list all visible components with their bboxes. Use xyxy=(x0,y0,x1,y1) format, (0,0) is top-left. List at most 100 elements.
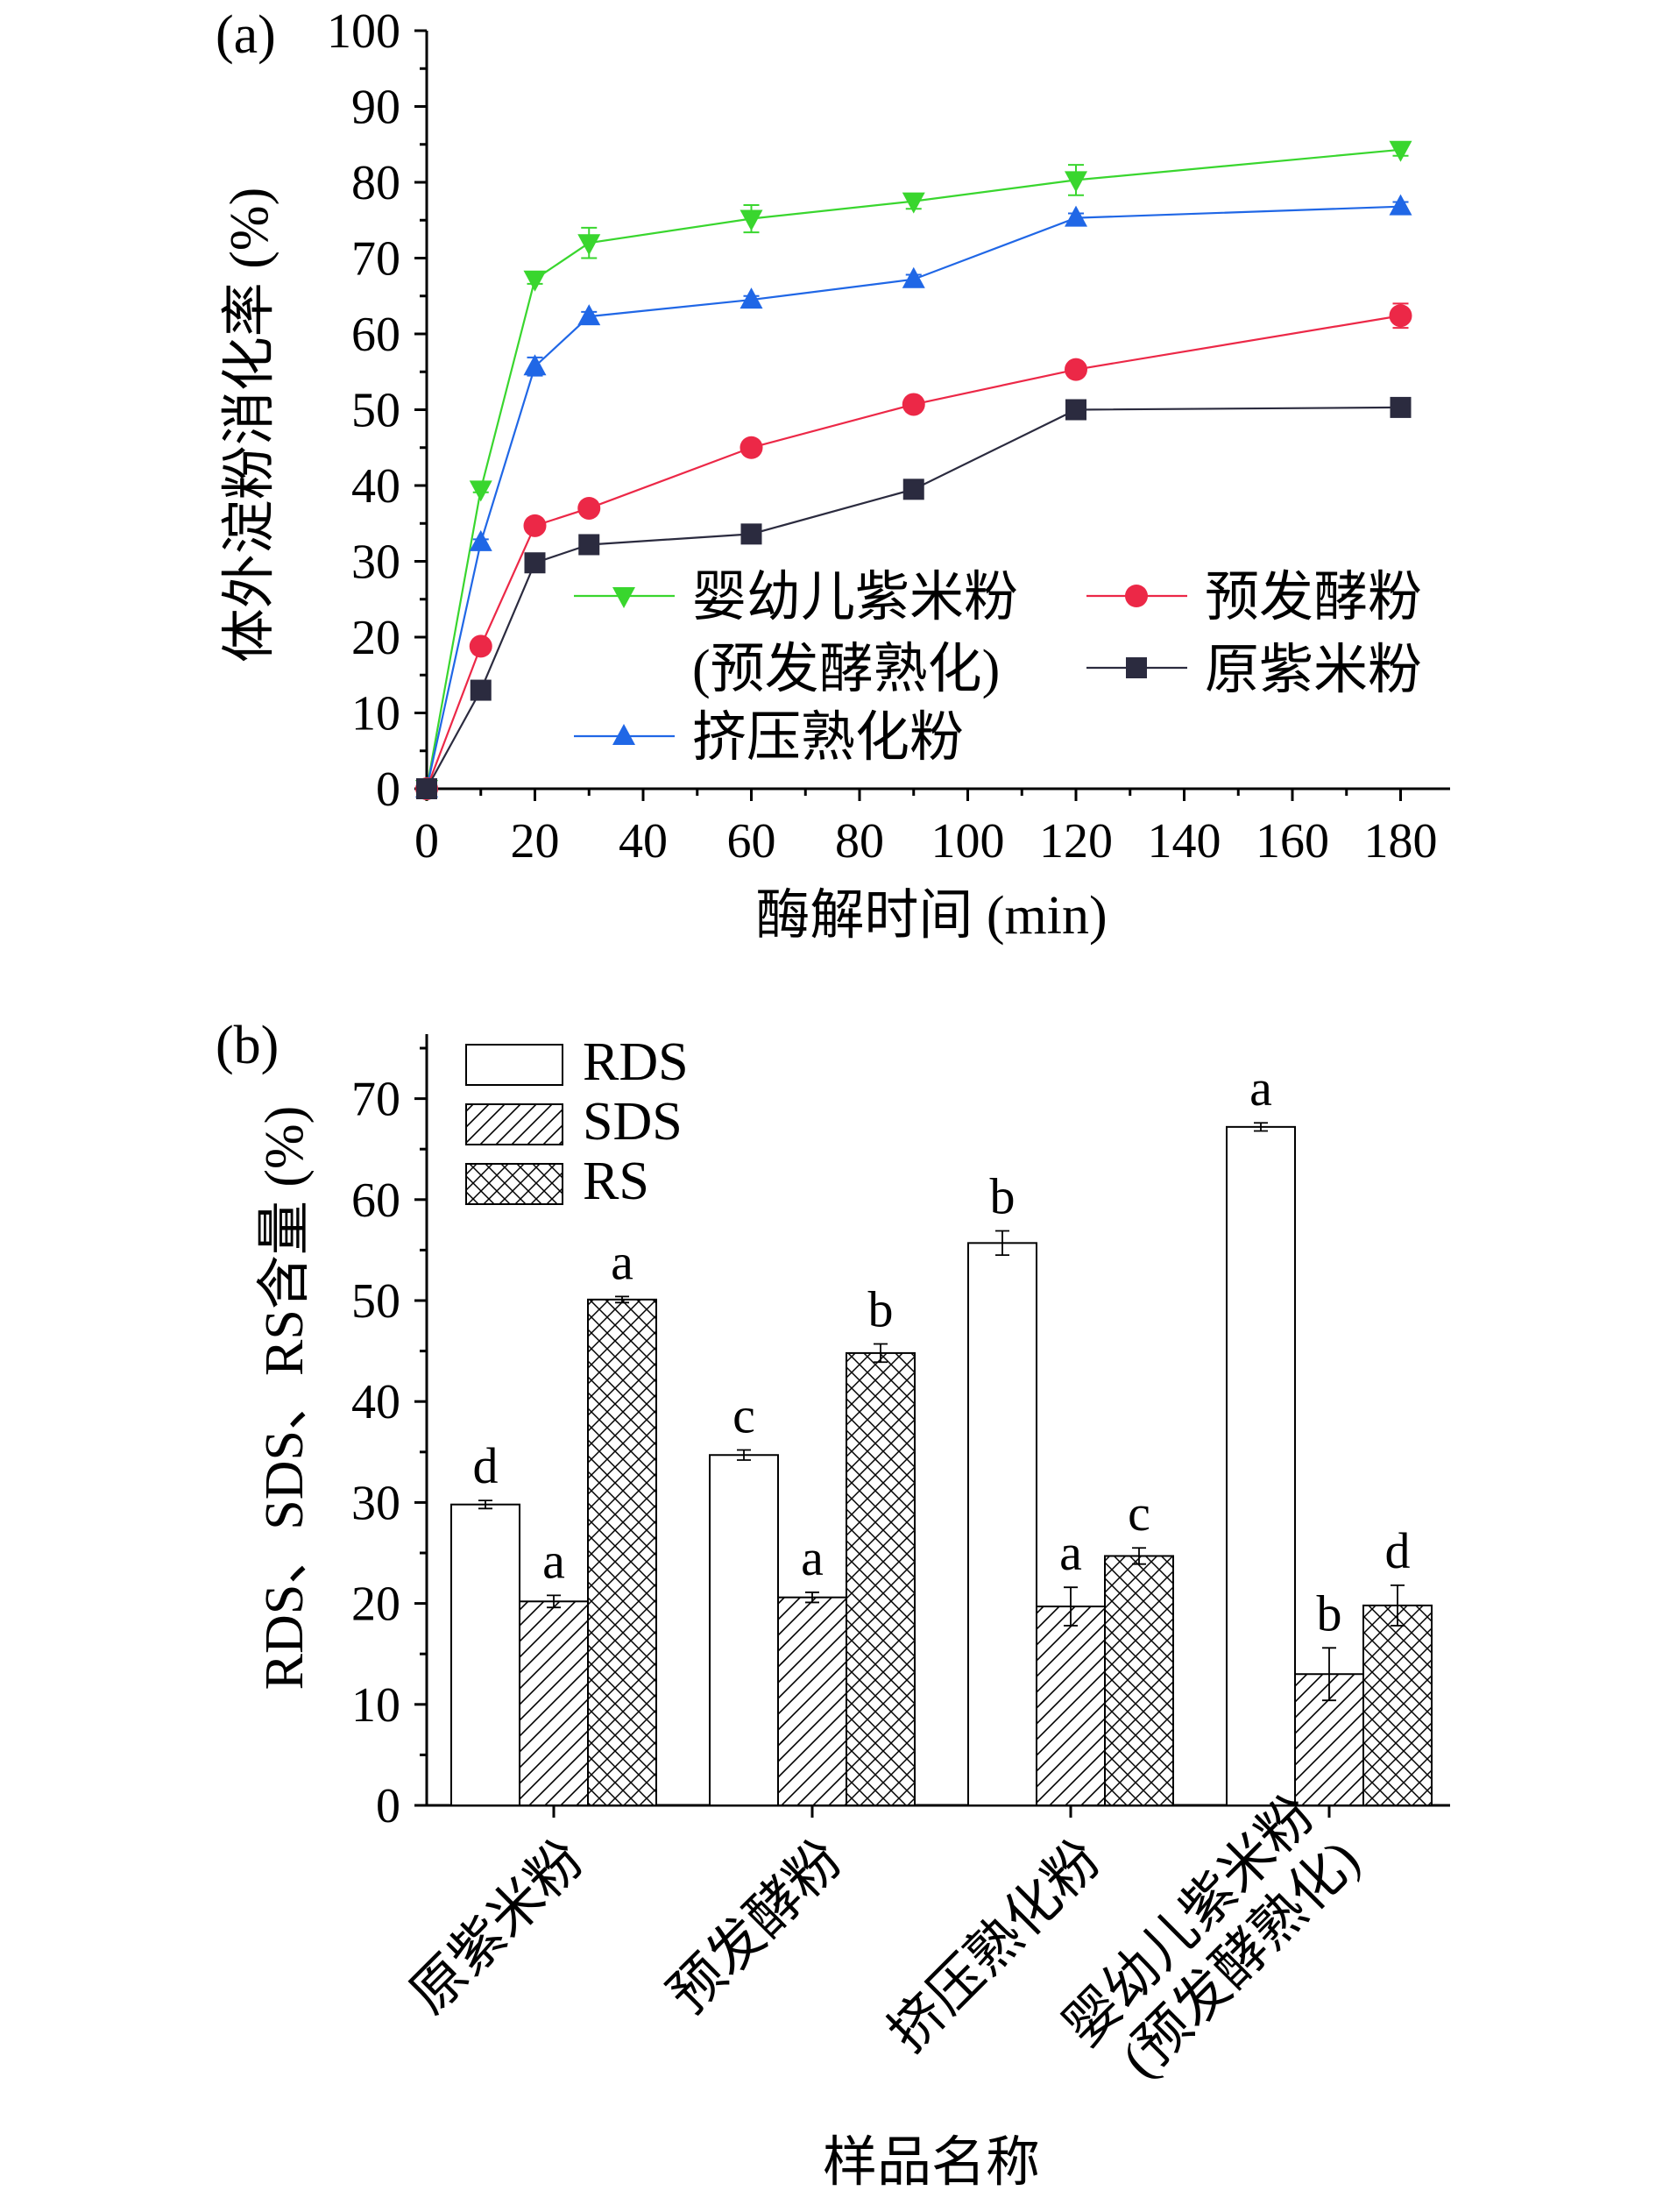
legend-entry-rds: RDS xyxy=(465,1032,689,1092)
legend-swatch xyxy=(465,1163,563,1205)
data-point xyxy=(1065,399,1086,421)
panel-b-y-tick-label: 60 xyxy=(351,1173,400,1228)
panel-a-label: (a) xyxy=(216,5,276,65)
significance-letter: a xyxy=(1249,1060,1272,1117)
bar-group: daa xyxy=(450,1233,657,1807)
series-infant xyxy=(415,140,1412,801)
legend-entry-rs: RS xyxy=(465,1152,649,1211)
data-point xyxy=(416,778,437,799)
bar-sds xyxy=(1036,1606,1106,1807)
significance-letter: a xyxy=(1059,1524,1082,1581)
panel-b-y-tick-label: 0 xyxy=(376,1779,400,1833)
data-point xyxy=(1389,194,1412,216)
panel-a-y-tick-label: 80 xyxy=(351,156,400,210)
data-point xyxy=(470,679,492,701)
data-point xyxy=(577,304,601,326)
panel-b-y-tick-label: 40 xyxy=(351,1375,400,1429)
data-point xyxy=(902,393,925,416)
legend-marker xyxy=(612,724,635,745)
bar-group: c a b xyxy=(709,1281,916,1807)
panel-a-y-tick-label: 30 xyxy=(351,535,400,590)
panel-a-series xyxy=(415,140,1412,801)
data-point xyxy=(740,287,763,309)
data-point xyxy=(1065,205,1087,227)
data-point xyxy=(524,552,546,574)
bar-group: a bd xyxy=(1226,1060,1433,1807)
legend-swatch xyxy=(465,1103,563,1145)
panel-b-y-tick-label: 30 xyxy=(351,1476,400,1530)
bar-rs xyxy=(587,1298,657,1806)
legend-label: RDS xyxy=(583,1032,689,1092)
bar-sds xyxy=(777,1596,847,1806)
bar-rs xyxy=(846,1351,916,1807)
significance-letter: d xyxy=(1385,1522,1411,1579)
data-point xyxy=(578,534,600,556)
data-point xyxy=(902,192,925,214)
legend-marker xyxy=(1126,657,1147,678)
error-bar xyxy=(547,1594,561,1609)
panel-a-x-axis-title: 酶解时间 (min) xyxy=(755,886,1107,946)
panel-b-label: (b) xyxy=(216,1016,279,1075)
error-bar xyxy=(1322,1647,1336,1702)
legend-entry-extruded: 挤压熟化粉 xyxy=(574,708,964,768)
panel-a-line-chart: (a) 0 20 40 60 80 100 120 140 160 180 0 10 20 30 40 50 6… xyxy=(216,4,1450,946)
panel-a-y-axis-title: 体外淀粉消化率 (%) xyxy=(220,188,280,663)
series-line-infant xyxy=(425,148,1401,790)
panel-b-y-axis-title: RDS、SDS、RS含量 (%) xyxy=(255,1106,315,1691)
panel-a-x-tick-label: 0 xyxy=(414,814,439,868)
bar-rds xyxy=(450,1503,520,1806)
category-label: 婴幼儿紫米粉(预发酵熟化) xyxy=(1053,1784,1370,2088)
bar-group: b ac xyxy=(967,1168,1174,1807)
series-line-extruded xyxy=(425,205,1401,790)
legend-label: 挤压熟化粉 xyxy=(692,708,964,768)
category-label: 预发酵粉 xyxy=(658,1829,853,2024)
error-bar xyxy=(1254,1122,1268,1132)
data-point xyxy=(1389,304,1412,328)
data-point xyxy=(1389,140,1412,162)
panel-a-y-tick-label: 70 xyxy=(351,232,400,287)
panel-a-y-tick-label: 0 xyxy=(376,762,400,817)
panel-a-ticks: 0 20 40 60 80 100 120 140 160 180 0 10 20 30 40 50 60 70 8… xyxy=(327,4,1438,868)
error-bar xyxy=(874,1343,888,1364)
data-point xyxy=(740,523,762,545)
significance-letter: d xyxy=(473,1437,499,1494)
category-label-line: 预发酵粉 xyxy=(658,1829,853,2024)
significance-letter: b xyxy=(1317,1585,1342,1641)
bar-rds xyxy=(967,1242,1037,1807)
panel-a-x-tick-label: 140 xyxy=(1148,814,1221,868)
data-point xyxy=(523,354,547,376)
legend-label: (预发酵熟化) xyxy=(692,640,1000,699)
panel-a-x-tick-label: 40 xyxy=(619,814,668,868)
data-point xyxy=(469,635,492,658)
legend-marker xyxy=(1125,585,1148,607)
panel-a-y-tick-label: 60 xyxy=(351,308,400,362)
data-point xyxy=(1065,171,1087,193)
significance-letter: b xyxy=(990,1168,1016,1225)
data-point xyxy=(740,209,763,231)
data-point xyxy=(1065,358,1087,381)
panel-a-x-tick-label: 120 xyxy=(1039,814,1113,868)
error-bar xyxy=(995,1230,1009,1257)
significance-letter: c xyxy=(1128,1485,1150,1542)
legend-label: RS xyxy=(583,1152,649,1211)
series-raw xyxy=(416,396,1412,799)
significance-letter: a xyxy=(542,1532,565,1589)
legend-entry-infant: 婴幼儿紫米粉 (预发酵熟化) xyxy=(574,568,1018,699)
panel-a-y-tick-label: 40 xyxy=(351,459,400,514)
bar-rds xyxy=(709,1454,779,1806)
significance-letter: b xyxy=(868,1281,894,1338)
error-bar xyxy=(615,1295,629,1304)
bar-rs xyxy=(1362,1604,1433,1807)
panel-b-y-tick-label: 20 xyxy=(351,1577,400,1632)
series-line-prefermented xyxy=(425,315,1401,790)
data-point xyxy=(577,496,601,520)
panel-a-y-tick-label: 100 xyxy=(327,4,400,59)
series-line-raw xyxy=(426,406,1401,790)
legend-entry-sds: SDS xyxy=(465,1092,683,1152)
legend-entry-raw: 原紫米粉 xyxy=(1086,641,1422,700)
legend-label: 婴幼儿紫米粉 xyxy=(692,568,1018,627)
